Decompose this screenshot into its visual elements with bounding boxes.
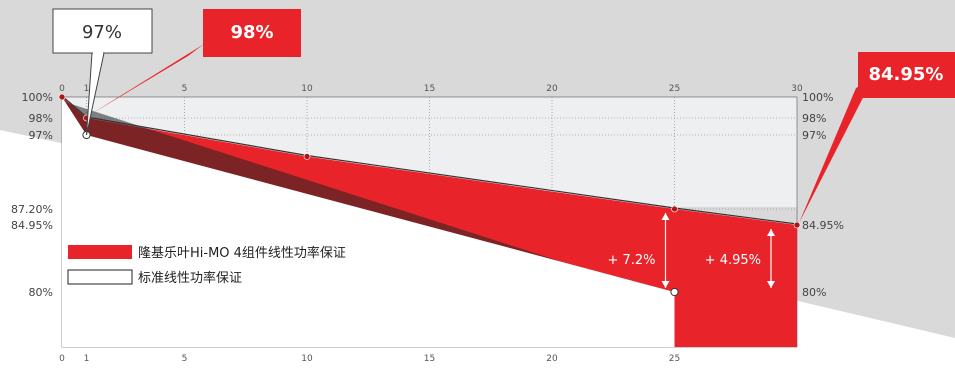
x-tick-top-25: 25: [669, 84, 680, 94]
y-tick-right-3: 84.95%: [802, 219, 844, 232]
x-tick-bottom-1: 1: [84, 354, 90, 364]
legend-label-standard: 标准线性功率保证: [138, 270, 242, 286]
x-tick-bottom-25: 25: [669, 354, 680, 364]
y-tick-left-5: 80%: [29, 286, 53, 299]
x-tick-top-15: 15: [424, 84, 435, 94]
y-tick-left-4: 84.95%: [11, 219, 53, 232]
x-tick-top-20: 20: [546, 84, 558, 94]
x-tick-top-0: 0: [59, 84, 65, 94]
x-tick-bottom-5: 5: [182, 354, 188, 364]
y-tick-left-3: 87.20%: [11, 203, 53, 216]
x-tick-bottom-10: 10: [301, 354, 313, 364]
series-standard-area: [62, 97, 675, 347]
legend-swatch-himo4: [68, 245, 132, 259]
callout-97-text: 97%: [82, 22, 122, 43]
y-tick-right-1: 98%: [802, 112, 826, 125]
legend-label-himo4: 隆基乐叶Hi-MO 4组件线性功率保证: [138, 245, 346, 261]
y-tick-left-2: 97%: [29, 129, 53, 142]
x-tick-bottom-20: 20: [546, 354, 558, 364]
callout-8495: 84.95%: [799, 52, 955, 223]
himo4-point-25: [671, 205, 678, 213]
y-tick-right-2: 97%: [802, 129, 826, 142]
standard-point-25: [670, 287, 679, 297]
x-tick-bottom-0: 0: [59, 354, 65, 364]
himo4-point-30: [793, 221, 801, 229]
x-tick-top-1: 1: [84, 84, 90, 94]
delta-arrow-1: [767, 229, 775, 288]
y-tick-right-4: 80%: [802, 286, 826, 299]
callout-98: 98%: [89, 9, 301, 115]
y-tick-right-0: 100%: [802, 91, 833, 104]
y-tick-left-1: 98%: [29, 112, 53, 125]
y-tick-left-0: 100%: [22, 91, 53, 104]
delta-label-0: + 7.2%: [607, 253, 655, 268]
himo4-point-0: [58, 93, 66, 101]
x-tick-bottom-15: 15: [424, 354, 435, 364]
himo4-point-10: [303, 153, 311, 160]
delta-arrow-0: [661, 213, 670, 288]
legend-swatch-standard: [67, 269, 133, 285]
x-tick-top-5: 5: [182, 84, 188, 94]
callout-97: 97%: [52, 8, 153, 136]
callout-8495-text: 84.95%: [869, 64, 944, 85]
delta-label-1: + 4.95%: [705, 253, 761, 268]
x-tick-top-10: 10: [301, 84, 313, 94]
callout-98-text: 98%: [230, 22, 273, 43]
x-tick-top-30: 30: [791, 84, 803, 94]
